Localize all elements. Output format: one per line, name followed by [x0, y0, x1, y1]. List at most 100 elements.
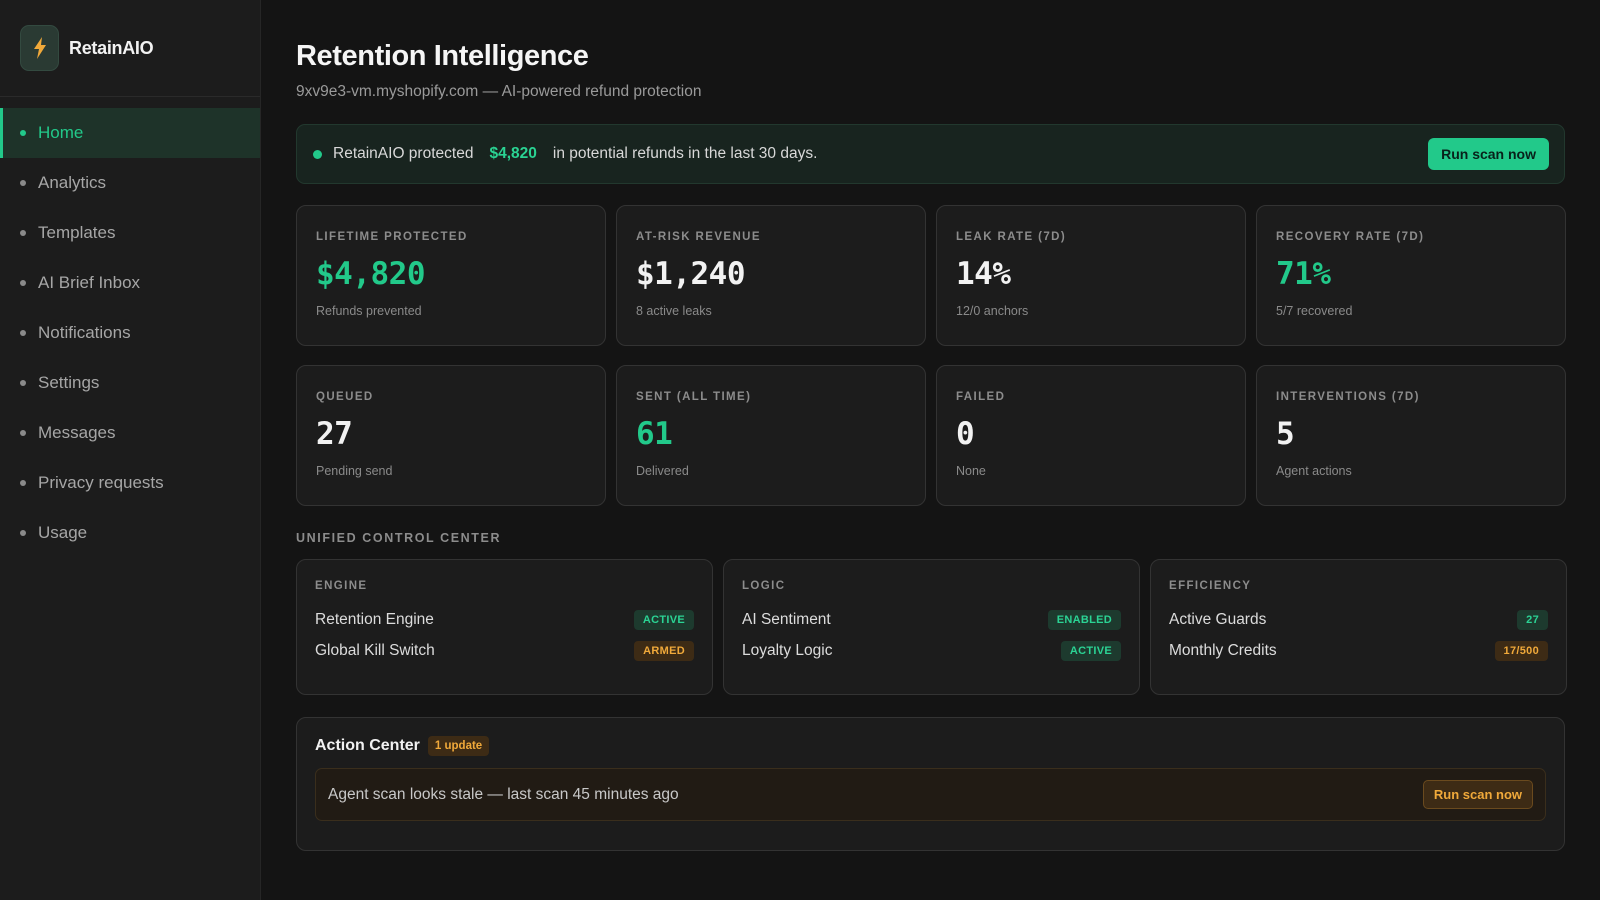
stat-note: None [956, 464, 986, 478]
control-center: ENGINE Retention Engine ACTIVE Global Ki… [296, 559, 1567, 695]
panel-title: EFFICIENCY [1169, 580, 1252, 592]
sidebar-item-settings[interactable]: Settings [0, 358, 260, 408]
brand-name: RetainAIO [69, 37, 154, 58]
stat-label: LIFETIME PROTECTED [316, 231, 468, 243]
stale-scan-alert: Agent scan looks stale — last scan 45 mi… [315, 768, 1546, 821]
control-label: Active Guards [1169, 610, 1267, 628]
dot-icon [20, 380, 26, 386]
sidebar-item-label: Analytics [38, 173, 107, 192]
main-content: Retention Intelligence 9xv9e3-vm.myshopi… [296, 0, 1567, 851]
stat-label: FAILED [956, 391, 1006, 403]
count-badge: 27 [1517, 609, 1548, 630]
control-panel-efficiency: EFFICIENCY Active Guards 27 Monthly Cred… [1150, 559, 1567, 695]
stat-card-at-risk-revenue: AT-RISK REVENUE $1,240 8 active leaks [616, 205, 926, 346]
status-badge: ARMED [634, 640, 694, 661]
sidebar-item-templates[interactable]: Templates [0, 208, 260, 258]
stat-card-leak-rate: LEAK RATE (7D) 14% 12/0 anchors [936, 205, 1246, 346]
status-badge: ENABLED [1047, 609, 1121, 630]
count-badge: 17/500 [1494, 640, 1548, 661]
sidebar-item-messages[interactable]: Messages [0, 408, 260, 458]
sidebar-item-analytics[interactable]: Analytics [0, 158, 260, 208]
dot-icon [20, 430, 26, 436]
sidebar-item-label: Templates [38, 223, 116, 242]
stat-value: $4,820 [316, 256, 425, 292]
control-label: Monthly Credits [1169, 641, 1277, 659]
page-subtitle: 9xv9e3-vm.myshopify.com — AI-powered ref… [296, 83, 702, 100]
stat-note: Delivered [636, 464, 689, 478]
stat-label: LEAK RATE (7D) [956, 231, 1067, 243]
control-row-active-guards[interactable]: Active Guards 27 [1169, 604, 1548, 635]
stat-value: 71% [1276, 256, 1331, 292]
stat-note: Pending send [316, 464, 393, 478]
stat-label: AT-RISK REVENUE [636, 231, 761, 243]
stat-label: SENT (ALL TIME) [636, 391, 752, 403]
sidebar-item-label: Home [38, 123, 84, 142]
alert-message: Agent scan looks stale — last scan 45 mi… [328, 785, 679, 803]
action-center-header: Action Center 1 update [315, 736, 1546, 756]
stat-label: INTERVENTIONS (7D) [1276, 391, 1420, 403]
sidebar-item-home[interactable]: Home [0, 108, 260, 158]
sidebar-item-label: Messages [38, 423, 116, 442]
dot-icon [20, 530, 26, 536]
stat-value: 0 [956, 416, 975, 452]
control-panel-logic: LOGIC AI Sentiment ENABLED Loyalty Logic… [723, 559, 1140, 695]
stat-note: 12/0 anchors [956, 304, 1029, 318]
banner-text-suffix: in potential refunds in the last 30 days… [552, 145, 818, 162]
stat-label: RECOVERY RATE (7D) [1276, 231, 1425, 243]
banner-text: RetainAIO protected [333, 145, 474, 162]
status-dot-icon [313, 149, 322, 159]
control-panel-engine: ENGINE Retention Engine ACTIVE Global Ki… [296, 559, 713, 695]
status-badge: ACTIVE [633, 609, 694, 630]
lightning-icon [20, 25, 59, 71]
brand[interactable]: RetainAIO [0, 0, 260, 97]
control-label: Retention Engine [315, 610, 434, 628]
dot-icon [20, 330, 26, 336]
sidebar-item-ai-brief-inbox[interactable]: AI Brief Inbox [0, 258, 260, 308]
section-label-control-center: UNIFIED CONTROL CENTER [296, 531, 502, 545]
status-badge: ACTIVE [1060, 640, 1121, 661]
stat-value: 27 [316, 416, 353, 452]
control-label: Global Kill Switch [315, 641, 435, 659]
sidebar-nav: Home Analytics Templates AI Brief Inbox … [0, 108, 260, 558]
stat-note: 5/7 recovered [1276, 304, 1353, 318]
sidebar-item-label: Privacy requests [38, 473, 164, 492]
alert-run-scan-button[interactable]: Run scan now [1422, 780, 1533, 809]
action-center-title: Action Center [315, 737, 420, 754]
dot-icon [20, 180, 26, 186]
sidebar-item-privacy-requests[interactable]: Privacy requests [0, 458, 260, 508]
sidebar-item-label: Usage [38, 523, 88, 542]
stat-note: Agent actions [1276, 464, 1352, 478]
control-label: Loyalty Logic [742, 641, 833, 659]
dot-icon [20, 280, 26, 286]
stat-card-sent: SENT (ALL TIME) 61 Delivered [616, 365, 926, 506]
dot-icon [20, 230, 26, 236]
stat-value: 61 [636, 416, 673, 452]
stat-value: 5 [1276, 416, 1295, 452]
sidebar-item-usage[interactable]: Usage [0, 508, 260, 558]
control-row-ai-sentiment[interactable]: AI Sentiment ENABLED [742, 604, 1121, 635]
control-row-monthly-credits[interactable]: Monthly Credits 17/500 [1169, 635, 1548, 666]
stats-grid: LIFETIME PROTECTED $4,820 Refunds preven… [296, 205, 1566, 506]
stat-card-lifetime-protected: LIFETIME PROTECTED $4,820 Refunds preven… [296, 205, 606, 346]
stat-card-queued: QUEUED 27 Pending send [296, 365, 606, 506]
control-row-loyalty-logic[interactable]: Loyalty Logic ACTIVE [742, 635, 1121, 666]
sidebar-item-label: Settings [38, 373, 100, 392]
stat-card-recovery-rate: RECOVERY RATE (7D) 71% 5/7 recovered [1256, 205, 1566, 346]
stat-label: QUEUED [316, 391, 374, 403]
page-title: Retention Intelligence [296, 40, 589, 72]
action-center: Action Center 1 update Agent scan looks … [296, 717, 1565, 851]
run-scan-button[interactable]: Run scan now [1428, 138, 1549, 170]
sidebar-item-notifications[interactable]: Notifications [0, 308, 260, 358]
control-label: AI Sentiment [742, 610, 831, 628]
update-badge: 1 update [427, 736, 490, 756]
stat-value: 14% [956, 256, 1011, 292]
banner-amount: $4,820 [489, 145, 537, 162]
panel-title: ENGINE [315, 580, 368, 592]
panel-title: LOGIC [742, 580, 786, 592]
control-row-global-kill-switch[interactable]: Global Kill Switch ARMED [315, 635, 694, 666]
protection-banner: RetainAIO protected $4,820 in potential … [296, 124, 1565, 184]
sidebar-item-label: AI Brief Inbox [38, 273, 141, 292]
control-row-retention-engine[interactable]: Retention Engine ACTIVE [315, 604, 694, 635]
stat-card-failed: FAILED 0 None [936, 365, 1246, 506]
dot-icon [20, 480, 26, 486]
